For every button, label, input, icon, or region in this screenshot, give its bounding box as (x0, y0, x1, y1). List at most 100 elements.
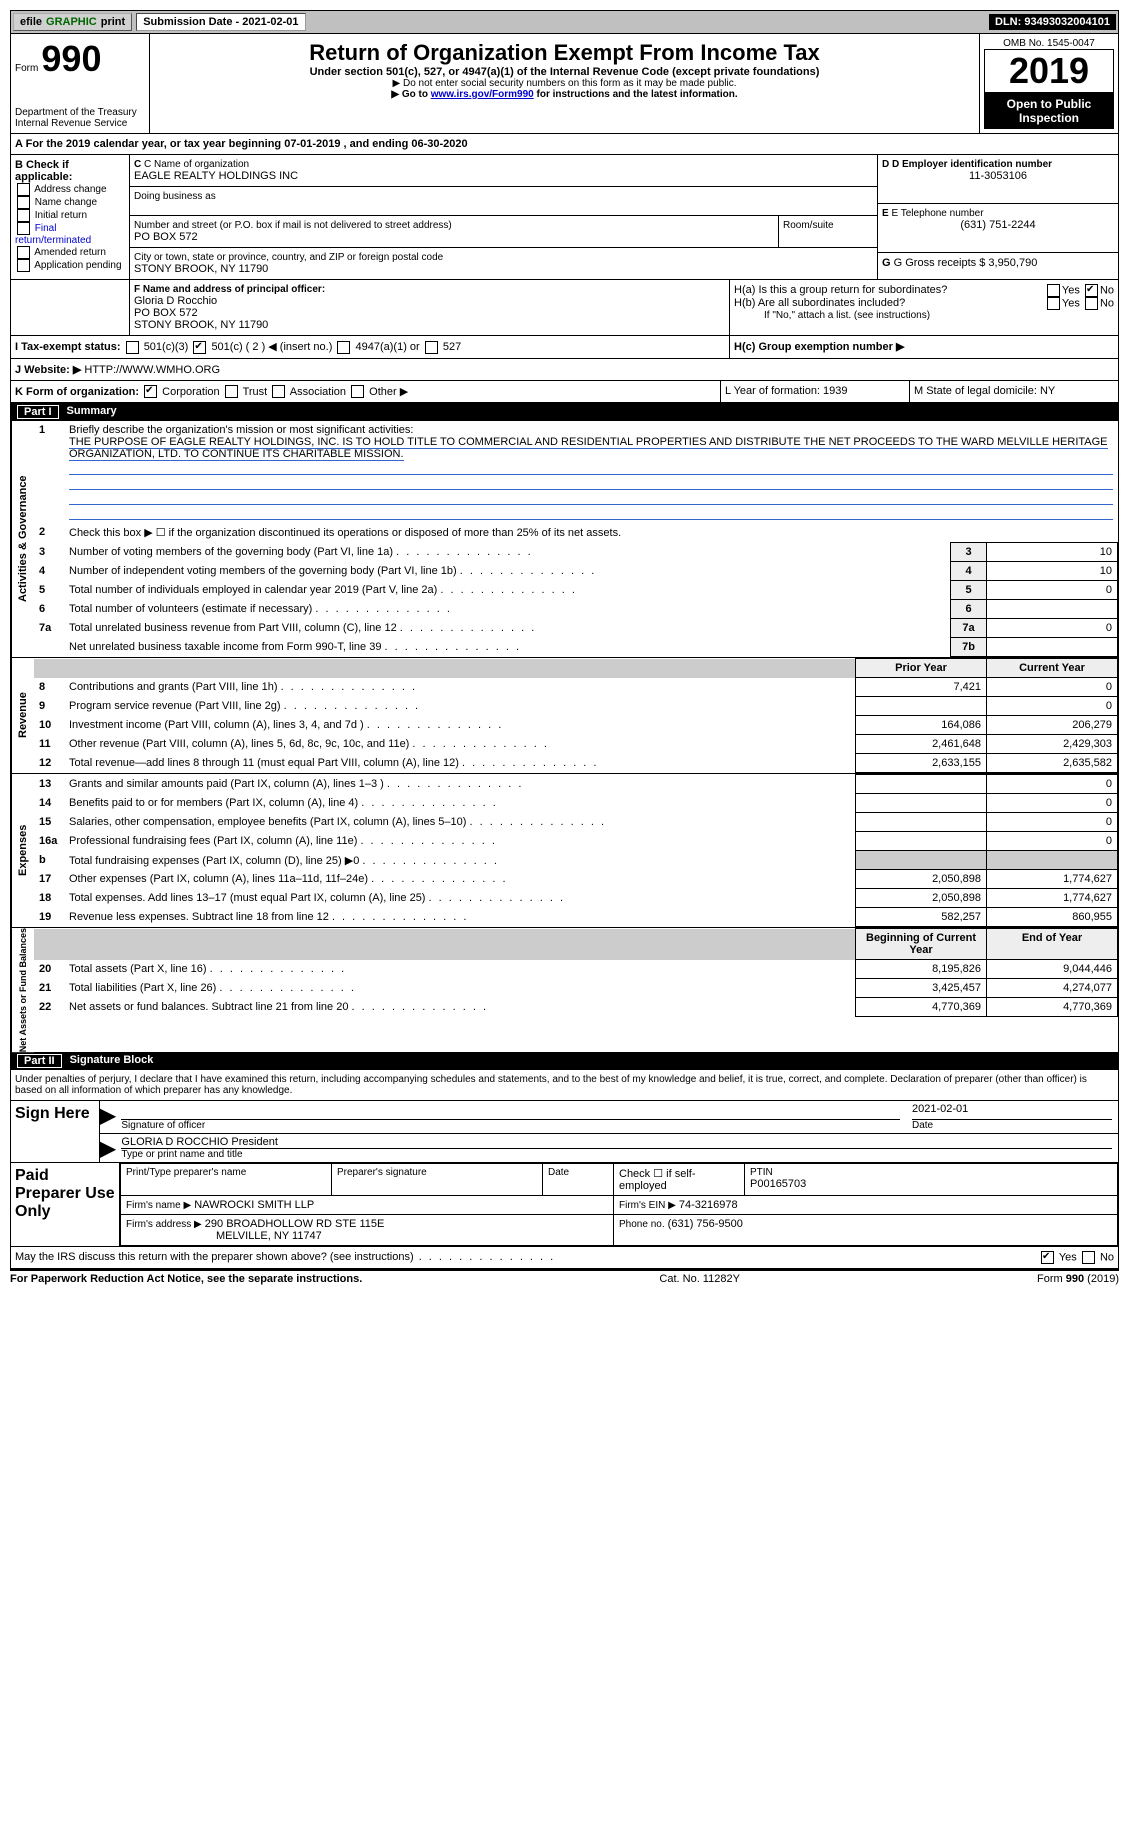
q1-label: Briefly describe the organization's miss… (69, 424, 413, 436)
form-subtitle: Under section 501(c), 527, or 4947(a)(1)… (156, 66, 973, 78)
box-f: F Name and address of principal officer:… (130, 280, 730, 336)
ha-yes[interactable] (1047, 284, 1060, 297)
table-row: 21 Total liabilities (Part X, line 26) 3… (34, 979, 1118, 998)
prep-name-label: Print/Type preparer's name (126, 1167, 326, 1178)
b-opt-5[interactable]: Application pending (15, 259, 125, 272)
hb-yes[interactable] (1047, 297, 1060, 310)
vert-netassets: Net Assets or Fund Balances (11, 928, 34, 1052)
note-2-pre: ▶ Go to (391, 89, 430, 100)
f-label: F Name and address of principal officer: (134, 284, 725, 295)
paid-prep-label: Paid Preparer Use Only (11, 1163, 120, 1247)
table-row: 16a Professional fundraising fees (Part … (34, 832, 1118, 851)
box-k: K Form of organization: Corporation Trus… (11, 381, 721, 404)
box-deg: D D Employer identification number 11-30… (878, 155, 1118, 280)
part1-header: Part I Summary (11, 403, 1118, 421)
q2-label: Check this box ▶ ☐ if the organization d… (64, 523, 1118, 543)
part2-header: Part II Signature Block (11, 1052, 1118, 1070)
box-l: L Year of formation: 1939 (721, 381, 910, 404)
box-m: M State of legal domicile: NY (910, 381, 1118, 404)
k-trust[interactable] (225, 385, 238, 398)
g-val: 3,950,790 (988, 257, 1037, 269)
c-label: C Name of organization (144, 159, 249, 170)
form-container: Form 990 Department of the Treasury Inte… (10, 34, 1119, 1270)
k-assoc[interactable] (272, 385, 285, 398)
irs-label: Internal Revenue Service (15, 118, 127, 129)
j-label: J Website: ▶ (15, 364, 81, 376)
spacer-f (11, 280, 130, 336)
i-501c3-cb[interactable] (126, 341, 139, 354)
paid-prep-block: Print/Type preparer's name Preparer's si… (120, 1163, 1118, 1247)
b-opt-1[interactable]: Name change (15, 196, 125, 209)
prep-date-label: Date (548, 1167, 608, 1178)
b-label: B Check if applicable: (15, 159, 125, 183)
col-prior: Prior Year (856, 659, 987, 678)
ptin-label: PTIN (750, 1167, 1112, 1178)
box-b: B Check if applicable: Address change Na… (11, 155, 130, 280)
hb-no[interactable] (1085, 297, 1098, 310)
omb-label: OMB No. 1545-0047 (984, 38, 1114, 49)
e-label: E Telephone number (891, 208, 983, 219)
box-j: J Website: ▶ HTTP://WWW.WMHO.ORG (11, 359, 1118, 381)
firm-addr1: 290 BROADHOLLOW RD STE 115E (205, 1218, 385, 1230)
box-hc: H(c) Group exemption number ▶ (730, 336, 1118, 359)
declaration: Under penalties of perjury, I declare th… (11, 1070, 1118, 1101)
f-addr1: PO BOX 572 (134, 307, 725, 319)
instructions-link[interactable]: www.irs.gov/Form990 (431, 89, 534, 100)
open-public: Open to Public Inspection (984, 93, 1114, 129)
b-opt-0[interactable]: Address change (15, 183, 125, 196)
phone-val: (631) 751-2244 (882, 219, 1114, 231)
efile-text-1: efile (20, 16, 42, 28)
d-label: D Employer identification number (892, 159, 1052, 170)
b-opt-3[interactable]: Final return/terminated (15, 222, 125, 246)
table-row: 11 Other revenue (Part VIII, column (A),… (34, 735, 1118, 754)
firm-addr-label: Firm's address ▶ (126, 1219, 202, 1230)
check-self[interactable]: Check ☐ if self-employed (614, 1164, 745, 1196)
ptin-val: P00165703 (750, 1178, 1112, 1190)
part1-title: Summary (67, 405, 117, 419)
table-row: 7a Total unrelated business revenue from… (34, 619, 1118, 638)
i-501c-cb[interactable] (193, 341, 206, 354)
sign-block: ▶ Signature of officer 2021-02-01 Date ▶… (100, 1101, 1118, 1163)
ein-val: 11-3053106 (882, 170, 1114, 182)
irs-no[interactable] (1082, 1251, 1095, 1264)
table-row: 8 Contributions and grants (Part VIII, l… (34, 678, 1118, 697)
hc-label: H(c) Group exemption number ▶ (734, 341, 904, 353)
efile-button[interactable]: efile GRAPHIC print (13, 13, 132, 31)
efile-topbar: efile GRAPHIC print Submission Date - 20… (10, 10, 1119, 34)
date-label: Date (912, 1120, 1112, 1131)
table-row: Net unrelated business taxable income fr… (34, 638, 1118, 657)
k-other[interactable] (351, 385, 364, 398)
submission-date: Submission Date - 2021-02-01 (136, 13, 305, 31)
website-val: HTTP://WWW.WMHO.ORG (84, 364, 220, 376)
note-2-post: for instructions and the latest informat… (537, 89, 738, 100)
table-row: 22 Net assets or fund balances. Subtract… (34, 998, 1118, 1017)
firm-name-label: Firm's name ▶ (126, 1200, 191, 1211)
i-527-cb[interactable] (425, 341, 438, 354)
box-h: H(a) Is this a group return for subordin… (730, 280, 1118, 336)
table-row: 18 Total expenses. Add lines 13–17 (must… (34, 889, 1118, 908)
vert-expenses: Expenses (11, 774, 34, 927)
may-irs-label: May the IRS discuss this return with the… (15, 1251, 414, 1263)
city-label: City or town, state or province, country… (134, 252, 873, 263)
cat-no: Cat. No. 11282Y (659, 1273, 740, 1285)
addr-label: Number and street (or P.O. box if mail i… (134, 220, 774, 231)
irs-yes[interactable] (1041, 1251, 1054, 1264)
b-opt-4[interactable]: Amended return (15, 246, 125, 259)
arrow-icon-2: ▶ (100, 1136, 115, 1164)
table-row: 14 Benefits paid to or for members (Part… (34, 794, 1118, 813)
governance-table: 1 Briefly describe the organization's mi… (34, 421, 1118, 657)
i-4947-cb[interactable] (337, 341, 350, 354)
table-row: 3 Number of voting members of the govern… (34, 543, 1118, 562)
officer-name: GLORIA D ROCCHIO President (121, 1136, 1112, 1149)
b-opt-2[interactable]: Initial return (15, 209, 125, 222)
netassets-table: Beginning of Current Year End of Year 20… (34, 928, 1118, 1017)
prep-sig-label: Preparer's signature (337, 1167, 537, 1178)
form-prefix: Form (15, 63, 38, 74)
part2-label: Part II (17, 1054, 62, 1068)
k-corp[interactable] (144, 385, 157, 398)
box-i: I Tax-exempt status: 501(c)(3) 501(c) ( … (11, 336, 730, 359)
ha-no[interactable] (1085, 284, 1098, 297)
vert-governance: Activities & Governance (11, 421, 34, 657)
table-row: 13 Grants and similar amounts paid (Part… (34, 775, 1118, 794)
firm-ein: 74-3216978 (679, 1199, 738, 1211)
